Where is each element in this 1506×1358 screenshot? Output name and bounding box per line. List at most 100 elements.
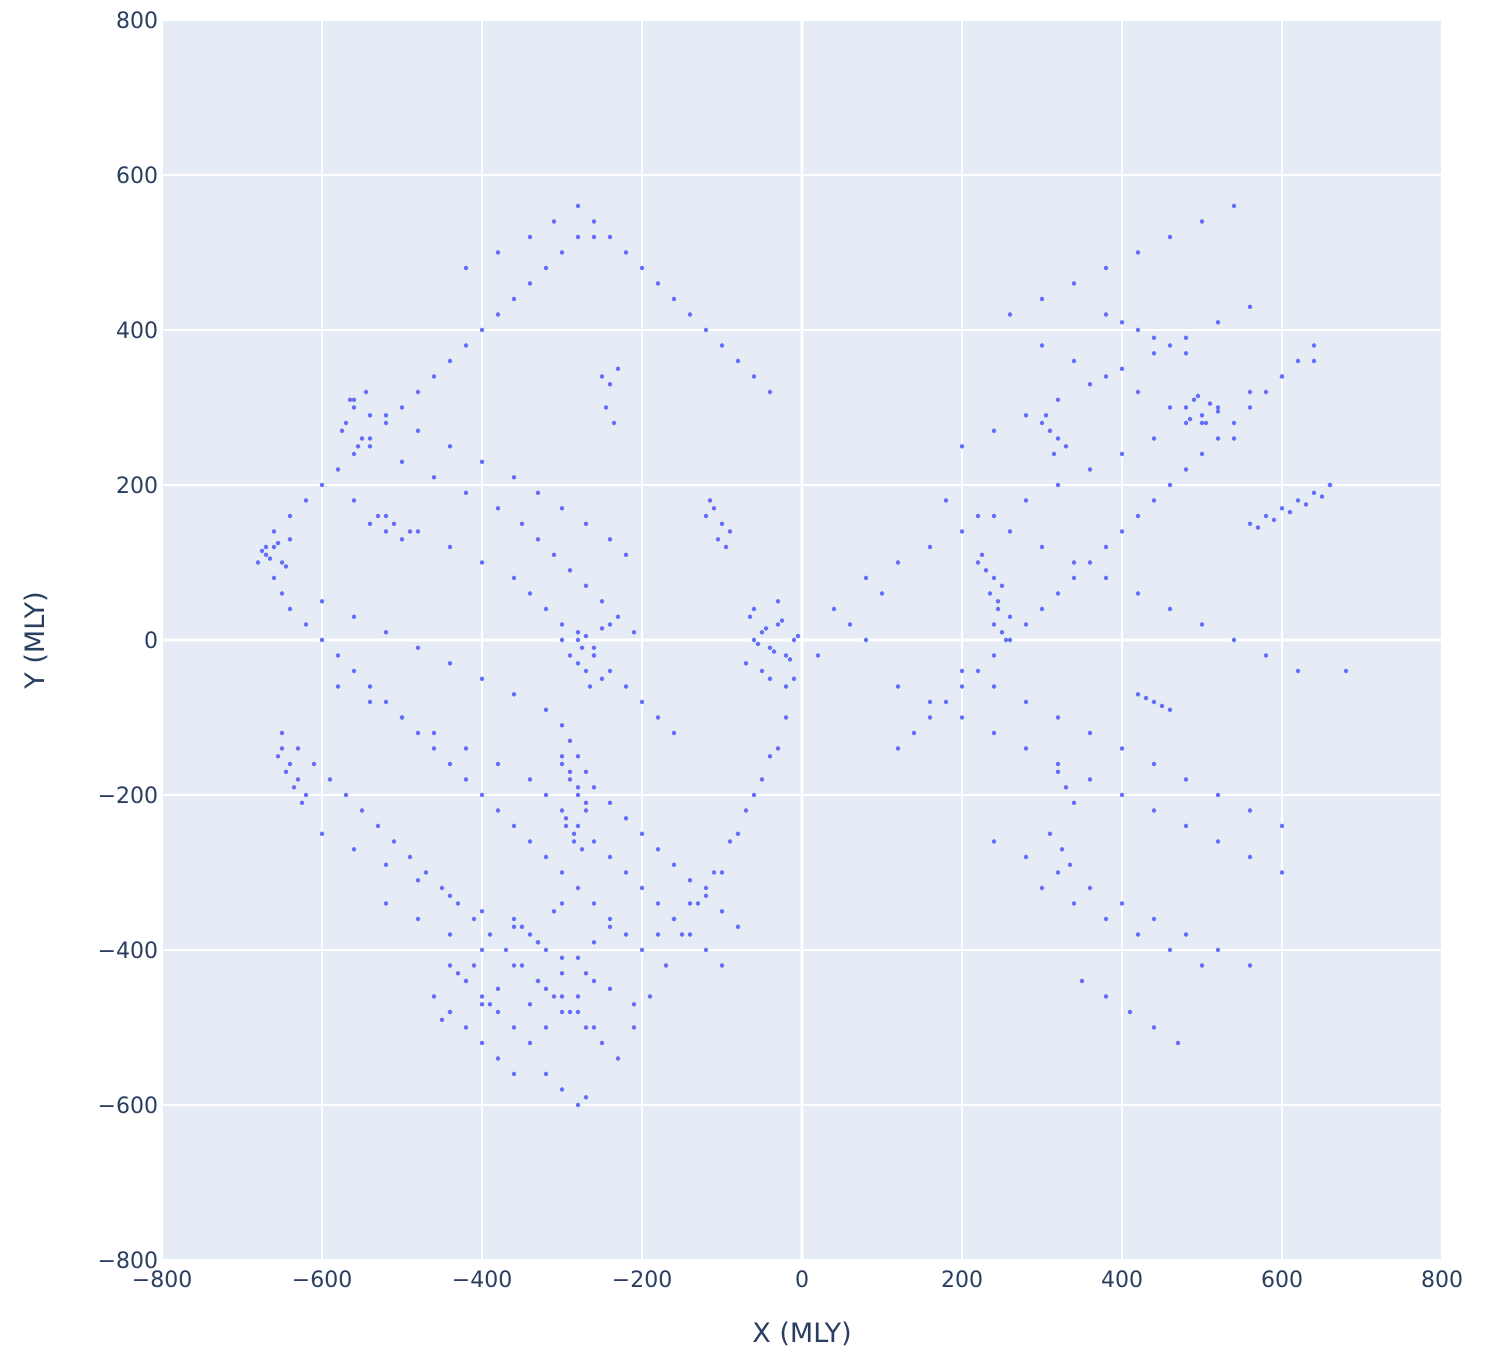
data-point	[747, 614, 753, 619]
data-point	[559, 955, 565, 960]
data-point	[767, 645, 773, 650]
data-point	[1199, 413, 1205, 418]
data-point	[543, 1025, 549, 1030]
data-point	[439, 885, 445, 891]
data-point	[583, 971, 589, 976]
data-point	[319, 482, 325, 488]
data-point	[1199, 622, 1205, 627]
data-point	[599, 676, 605, 681]
data-point	[959, 715, 965, 720]
data-point	[527, 932, 533, 937]
data-point	[383, 699, 389, 705]
data-point	[723, 544, 729, 550]
data-point	[375, 823, 381, 829]
data-point	[1183, 351, 1189, 356]
data-point	[399, 405, 405, 410]
data-point	[267, 556, 273, 561]
data-point	[1039, 606, 1045, 612]
data-point	[623, 870, 629, 875]
data-point	[703, 947, 709, 953]
data-point	[1151, 436, 1157, 441]
data-point	[1279, 374, 1285, 379]
data-point	[959, 529, 965, 534]
data-point	[463, 1025, 469, 1030]
data-point	[463, 265, 469, 271]
data-point	[735, 831, 741, 836]
data-points	[255, 203, 1349, 1108]
data-point	[367, 684, 373, 689]
data-point	[583, 808, 589, 813]
data-point	[1055, 870, 1061, 875]
data-point	[795, 633, 801, 639]
data-point	[687, 932, 693, 937]
data-point	[1055, 761, 1061, 767]
data-point	[463, 746, 469, 751]
data-point	[375, 513, 381, 519]
data-point	[1047, 428, 1053, 433]
data-point	[447, 761, 453, 767]
data-point	[1039, 544, 1045, 550]
data-point	[687, 312, 693, 317]
data-point	[1183, 405, 1189, 410]
data-point	[707, 498, 713, 503]
data-point	[603, 405, 609, 410]
data-point	[271, 575, 277, 581]
data-point	[1087, 885, 1093, 891]
data-point	[479, 459, 485, 464]
data-point	[623, 684, 629, 689]
x-tick-label: 600	[1261, 1268, 1303, 1293]
data-point	[751, 637, 757, 643]
data-point	[1023, 854, 1029, 860]
data-point	[1215, 436, 1221, 441]
data-point	[1059, 847, 1065, 852]
y-tick-label: −400	[98, 939, 158, 964]
data-point	[623, 932, 629, 937]
data-point	[431, 994, 437, 999]
data-point	[735, 924, 741, 929]
data-point	[575, 661, 581, 666]
data-point	[671, 916, 677, 922]
data-point	[479, 560, 485, 565]
data-point	[775, 622, 781, 627]
data-point	[559, 637, 565, 643]
data-point	[511, 692, 517, 697]
data-point	[1103, 312, 1109, 317]
data-point	[287, 537, 293, 542]
data-point	[639, 947, 645, 953]
data-point	[383, 529, 389, 534]
data-point	[479, 1040, 485, 1046]
data-point	[1103, 916, 1109, 922]
data-point	[1007, 637, 1013, 643]
data-point	[1071, 281, 1077, 286]
data-point	[623, 250, 629, 255]
data-point	[575, 885, 581, 891]
data-point	[527, 591, 533, 596]
data-point	[791, 676, 797, 681]
data-point	[479, 994, 485, 999]
data-point	[463, 343, 469, 348]
data-point	[571, 831, 577, 836]
data-point	[583, 1025, 589, 1030]
data-point	[343, 420, 349, 426]
data-point	[1279, 506, 1285, 511]
data-point	[1151, 699, 1157, 705]
data-point	[1195, 393, 1201, 399]
data-point	[1135, 692, 1141, 697]
data-point	[759, 668, 765, 674]
data-point	[359, 436, 365, 441]
data-point	[583, 668, 589, 674]
data-point	[703, 885, 709, 891]
data-point	[287, 513, 293, 519]
data-point	[591, 978, 597, 984]
data-point	[511, 1025, 517, 1030]
data-point	[543, 707, 549, 712]
data-point	[1055, 397, 1061, 402]
data-point	[655, 847, 661, 852]
data-point	[1067, 862, 1073, 867]
x-tick-label: 800	[1421, 1268, 1463, 1293]
data-point	[495, 506, 501, 511]
data-point	[591, 645, 597, 650]
data-point	[1023, 746, 1029, 751]
data-point	[1135, 250, 1141, 255]
data-point	[367, 444, 373, 449]
